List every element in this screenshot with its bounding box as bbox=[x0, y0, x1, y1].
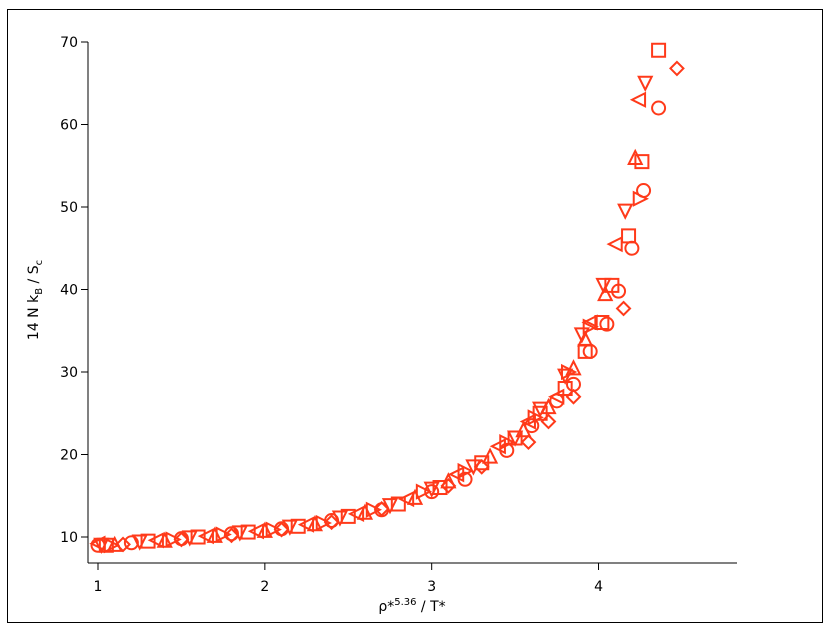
x-axis-label: ρ*5.36 / T* bbox=[378, 597, 445, 615]
y-tick-label: 70 bbox=[60, 35, 78, 51]
marker bbox=[373, 501, 390, 517]
marker bbox=[617, 203, 634, 220]
marker bbox=[651, 100, 667, 116]
marker bbox=[629, 91, 647, 108]
marker bbox=[347, 505, 365, 523]
marker bbox=[197, 528, 214, 545]
marker bbox=[440, 477, 457, 494]
marker bbox=[315, 514, 332, 532]
marker bbox=[540, 413, 557, 430]
marker bbox=[397, 490, 415, 508]
marker bbox=[415, 483, 433, 500]
marker bbox=[165, 531, 182, 548]
marker bbox=[515, 421, 532, 438]
marker bbox=[481, 447, 499, 464]
marker bbox=[560, 363, 578, 381]
marker bbox=[520, 434, 537, 451]
marker bbox=[206, 526, 223, 543]
marker bbox=[565, 388, 582, 405]
y-tick-label: 20 bbox=[60, 448, 78, 464]
marker bbox=[265, 521, 282, 538]
marker bbox=[215, 526, 232, 543]
marker bbox=[440, 472, 457, 489]
marker bbox=[597, 284, 614, 302]
marker bbox=[548, 388, 565, 405]
marker bbox=[621, 228, 637, 244]
y-tick-label: 10 bbox=[60, 530, 78, 546]
y-label-mid: / S bbox=[26, 265, 42, 288]
marker bbox=[273, 521, 290, 538]
y-label-sub: B bbox=[34, 288, 45, 295]
marker bbox=[131, 534, 148, 551]
x-tick-label: 1 bbox=[94, 579, 103, 595]
marker bbox=[323, 514, 340, 531]
marker bbox=[527, 409, 544, 426]
marker bbox=[381, 498, 399, 515]
marker bbox=[103, 537, 121, 554]
marker bbox=[247, 523, 265, 540]
marker bbox=[595, 277, 612, 295]
marker bbox=[651, 42, 667, 58]
marker bbox=[565, 359, 582, 376]
y-tick-label: 30 bbox=[60, 365, 78, 381]
x-tick-label: 2 bbox=[260, 579, 269, 595]
marker bbox=[147, 532, 164, 549]
marker bbox=[365, 501, 383, 518]
marker bbox=[615, 300, 632, 317]
y-axis-label: 14 N kB / Sc bbox=[26, 260, 45, 340]
marker bbox=[240, 524, 256, 540]
marker bbox=[256, 521, 273, 538]
y-tick-label: 50 bbox=[60, 200, 78, 216]
marker bbox=[457, 462, 474, 480]
marker bbox=[582, 343, 598, 359]
marker bbox=[499, 434, 516, 451]
marker bbox=[423, 481, 440, 498]
marker bbox=[156, 531, 173, 548]
marker bbox=[669, 60, 685, 77]
x-label-rest: / T* bbox=[416, 599, 445, 615]
marker bbox=[594, 315, 610, 331]
marker bbox=[356, 503, 374, 520]
marker bbox=[627, 148, 644, 166]
x-tick-label: 4 bbox=[594, 579, 603, 595]
marker bbox=[424, 484, 440, 500]
marker bbox=[223, 527, 240, 544]
marker bbox=[306, 515, 324, 532]
marker bbox=[581, 314, 598, 331]
x-label-sup: 5.36 bbox=[394, 597, 416, 608]
marker bbox=[582, 318, 599, 335]
marker bbox=[632, 190, 649, 207]
marker bbox=[473, 458, 490, 475]
marker bbox=[599, 316, 615, 332]
marker bbox=[331, 510, 349, 527]
y-tick-label: 60 bbox=[60, 118, 78, 134]
y-tick-label: 40 bbox=[60, 283, 78, 299]
marker bbox=[190, 529, 206, 545]
marker bbox=[573, 327, 590, 344]
marker bbox=[624, 240, 640, 256]
marker bbox=[506, 430, 524, 447]
y-label-base: 14 N k bbox=[26, 294, 42, 340]
x-tick-label: 3 bbox=[427, 579, 436, 595]
marker bbox=[532, 401, 549, 418]
frame bbox=[7, 9, 823, 623]
y-label-sub: c bbox=[34, 260, 45, 266]
marker bbox=[297, 516, 315, 533]
marker bbox=[115, 536, 131, 553]
marker bbox=[140, 533, 156, 549]
marker bbox=[173, 531, 190, 548]
marker bbox=[390, 496, 406, 512]
marker bbox=[606, 236, 623, 253]
marker bbox=[637, 75, 654, 92]
marker bbox=[634, 154, 650, 170]
x-label-base: ρ* bbox=[378, 599, 394, 615]
